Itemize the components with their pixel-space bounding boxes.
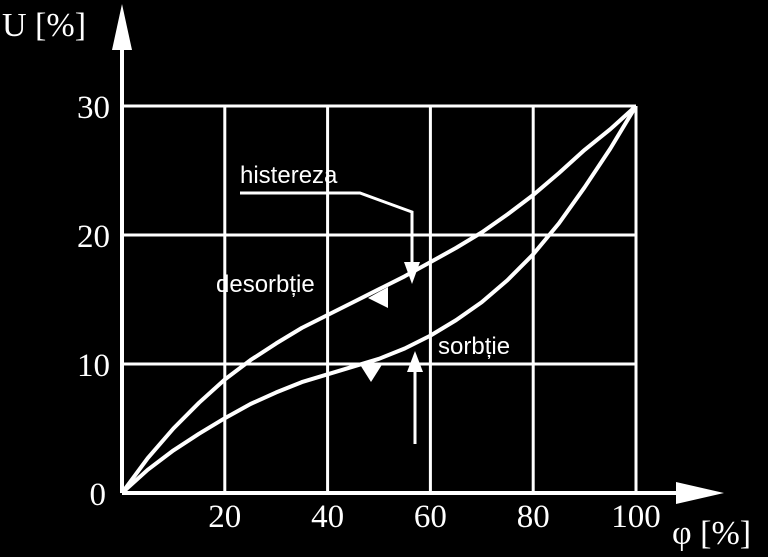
x-tick-label: 40: [311, 499, 344, 535]
series-line-sorbtie: [120, 104, 638, 495]
series-lines: [120, 104, 638, 495]
desorbtie-direction-arrow: [368, 287, 388, 308]
tick-labels: 20 40 60 80 100 0 10 20 30: [77, 90, 661, 535]
y-tick-label: 20: [77, 219, 110, 255]
y-tick-label: 10: [77, 348, 110, 384]
y-tick-label: 30: [77, 90, 110, 126]
series-line-desorbtie: [120, 104, 638, 495]
x-axis-label: φ [%]: [672, 515, 751, 552]
axes: [112, 4, 724, 504]
annotation-desorbtie: desorbție: [216, 271, 315, 298]
histereza-arrowhead: [404, 262, 420, 284]
sorbtie-arrowhead: [407, 351, 423, 372]
y-axis-label: U [%]: [2, 7, 86, 44]
x-tick-label: 80: [517, 499, 550, 535]
annotation-histereza: histereza: [240, 162, 338, 189]
y-axis-arrow: [112, 4, 132, 50]
x-axis-arrow: [676, 482, 724, 504]
sorbtie-direction-arrow: [359, 363, 383, 382]
x-tick-label: 60: [414, 499, 447, 535]
x-tick-label: 100: [611, 499, 661, 535]
x-tick-label: 20: [208, 499, 241, 535]
annotation-sorbtie: sorbție: [438, 333, 510, 360]
y-tick-label: 0: [90, 477, 107, 513]
histereza-pointer: [240, 191, 414, 263]
